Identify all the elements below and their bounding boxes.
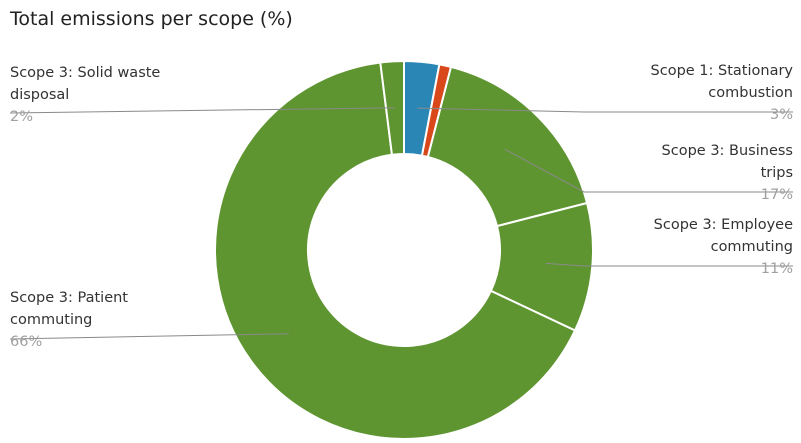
slice-label-line: Scope 1: Stationary xyxy=(650,63,793,79)
slice-label-line: Scope 3: Patient xyxy=(10,290,128,306)
slice-label-0: Scope 1: Stationary combustion 3% xyxy=(651,60,793,126)
slice-value-label: 17% xyxy=(760,187,793,203)
slice-value-label: 66% xyxy=(10,334,43,350)
slice-value-label: 3% xyxy=(769,107,793,123)
chart-title: Total emissions per scope (%) xyxy=(10,8,293,30)
slice-label-line: trips xyxy=(760,165,793,181)
slice-label-line: commuting xyxy=(10,312,93,328)
slice-label-line: disposal xyxy=(10,87,70,103)
leader-line-4 xyxy=(9,333,289,340)
slice-value-label: 2% xyxy=(10,109,34,125)
slice-label-line: Scope 3: Employee xyxy=(653,217,793,233)
slice-label-line: commuting xyxy=(710,239,793,255)
slice-label-4: Scope 3: Patient commuting 66% xyxy=(10,287,128,353)
donut-slice-2[interactable] xyxy=(426,65,589,228)
slice-label-5: Scope 3: Solid waste disposal 2% xyxy=(10,62,160,128)
leader-line-0 xyxy=(417,107,793,113)
slice-label-line: Scope 3: Business xyxy=(661,143,793,159)
leader-line-3 xyxy=(545,262,793,267)
donut-slice-4[interactable] xyxy=(214,61,577,440)
leader-line-2 xyxy=(504,148,793,193)
slice-label-line: Scope 3: Solid waste xyxy=(10,65,161,81)
slice-label-line: combustion xyxy=(708,85,793,101)
leader-line-5 xyxy=(9,107,396,114)
slice-value-label: 11% xyxy=(760,261,793,277)
slice-label-2: Scope 3: Business trips 17% xyxy=(662,140,793,206)
slice-label-3: Scope 3: Employee commuting 11% xyxy=(654,214,793,280)
